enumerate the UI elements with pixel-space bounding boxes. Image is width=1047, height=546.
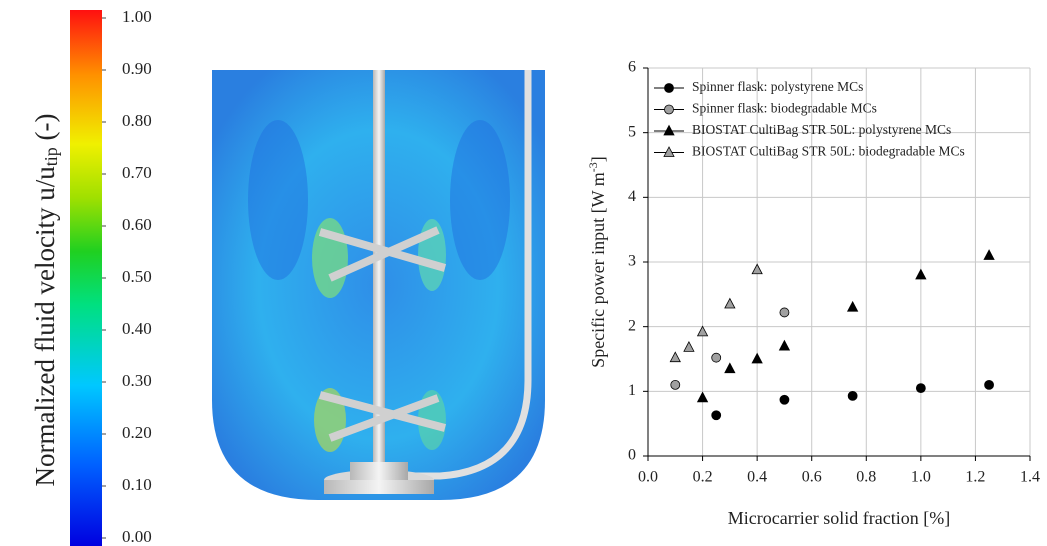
x-tick-label: 0.6 [802,469,822,486]
x-tick-label: 0.0 [638,469,658,486]
y-tick-label: 3 [628,253,636,270]
x-axis-label: Microcarrier solid fraction [%] [728,508,950,528]
data-point [915,268,927,280]
data-point [984,379,994,390]
data-point [669,351,681,363]
data-point [696,391,709,403]
cfd-image [212,70,545,500]
data-point [779,394,790,405]
y-axis-label-part: Specific power input [W m [588,172,608,368]
x-tick-label: 1.2 [965,469,985,486]
colorbar-tick-label: 0.80 [122,111,152,130]
legend-marker [664,104,674,115]
data-point [847,390,858,401]
x-tick-label: 0.2 [693,469,713,486]
colorbar-tick-label: 1.00 [122,7,152,26]
colorbar: 0.00 0.10 0.20 0.30 0.40 0.50 0.60 0.70 0.80 0.90… [30,7,152,546]
line-chart: 0 1 2 3 4 5 6 0.0 0.2 0.4 0.6 0.8 1.0 1.2 1.4 Microcarr… [586,59,1040,528]
y-tick-label: 0 [628,447,636,464]
colorbar-tick-label: 0.20 [122,423,152,442]
colorbar-title-part: Normalized fluid velocity u/u [30,166,60,487]
legend-label: Spinner flask: polystyrene MCs [692,79,863,94]
data-point [846,300,859,312]
colorbar-tick-label: 0.70 [122,163,152,182]
colorbar-title: Normalized fluid velocity u/utip (-) [30,114,61,487]
legend-label: BIOSTAT CultiBag STR 50L: biodegradable … [692,144,965,159]
data-point [778,339,791,351]
data-point [751,263,763,275]
data-point [683,341,695,352]
x-tick-label: 1.0 [911,469,931,486]
legend-marker [664,83,674,93]
data-point [670,379,681,390]
colorbar-tick-label: 0.50 [122,267,152,286]
legend-label: Spinner flask: biodegradable MCs [692,101,877,116]
y-tick-label: 2 [628,317,636,334]
x-tick-label: 0.8 [856,469,876,486]
y-tick-label: 5 [628,123,636,140]
legend-marker [663,124,675,136]
data-point [724,362,736,374]
data-point [711,410,722,421]
colorbar-tick-label: 0.40 [122,319,152,338]
data-point [696,325,709,337]
y-tick-label: 6 [628,59,636,76]
colorbar-tick-label: 0.30 [122,371,152,390]
data-point [915,383,926,394]
data-point [751,352,763,364]
x-tick-label: 1.4 [1020,469,1040,486]
colorbar-scale [70,10,102,546]
x-tick-label: 0.4 [747,469,767,486]
data-point [779,307,790,318]
colorbar-tick-label: 0.60 [122,215,152,234]
colorbar-tick-label: 0.10 [122,475,152,494]
data-point [711,352,722,363]
y-tick-label: 1 [628,382,636,399]
y-axis-label-part: -3 [586,162,600,172]
colorbar-title-part: (-) [30,114,60,148]
legend-label: BIOSTAT CultiBag STR 50L: polystyrene MC… [692,122,951,137]
data-point [724,297,736,309]
colorbar-tick-label: 0.00 [122,527,152,546]
y-axis-label-part: ] [588,156,608,162]
y-tick-label: 4 [628,188,636,205]
y-axis-label: Specific power input [W m-3] [586,156,608,368]
colorbar-tick-label: 0.90 [122,59,152,78]
data-point [983,249,995,260]
colorbar-title-part: tip [41,147,61,166]
legend-marker [663,146,675,157]
